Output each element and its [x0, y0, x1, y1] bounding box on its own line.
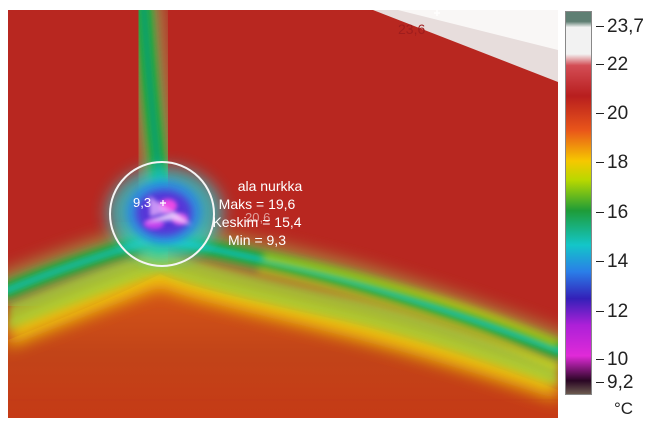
- corner-seams: [8, 10, 558, 370]
- upper-window-brightest: [398, 10, 558, 50]
- scale-tick-label: 10: [596, 350, 628, 369]
- thermal-image-canvas: 23,6 9,3 20,6 ala nurkka Maks = 19,6 Kes…: [8, 10, 558, 418]
- area-min-marker: [160, 200, 166, 206]
- scale-tick-label: 14: [596, 252, 628, 271]
- cold-corner-spot: [107, 167, 223, 259]
- area-center-spot-value: 20,6: [245, 210, 270, 225]
- scale-max-label: 23,7: [596, 17, 644, 36]
- area-average-value: Keskim = 15,4: [212, 214, 301, 230]
- area-min-spot-value: 9,3: [133, 195, 151, 210]
- area-max-value: Maks = 19,6: [219, 196, 296, 212]
- temperature-gradient: [566, 12, 591, 394]
- temperature-unit-label: °C: [614, 399, 634, 418]
- scale-tick-label: 18: [596, 153, 628, 172]
- temperature-scale-bar: [565, 11, 592, 395]
- scale-min-label: 9,2: [596, 373, 633, 392]
- hotspot-value: 23,6: [398, 21, 425, 37]
- hotspot-marker: [434, 10, 440, 16]
- measurement-area-circle[interactable]: [109, 161, 215, 267]
- scale-tick-label: 20: [596, 104, 628, 123]
- area-min-value: Min = 9,3: [228, 232, 286, 248]
- area-label: ala nurkka: [238, 178, 303, 194]
- scale-tick-label: 12: [596, 302, 628, 321]
- scale-tick-label: 22: [596, 55, 628, 74]
- scale-tick-label: 16: [596, 203, 628, 222]
- thermal-image: 23,6 9,3 20,6 ala nurkka Maks = 19,6 Kes…: [8, 10, 558, 418]
- floor-gradient: [8, 248, 558, 418]
